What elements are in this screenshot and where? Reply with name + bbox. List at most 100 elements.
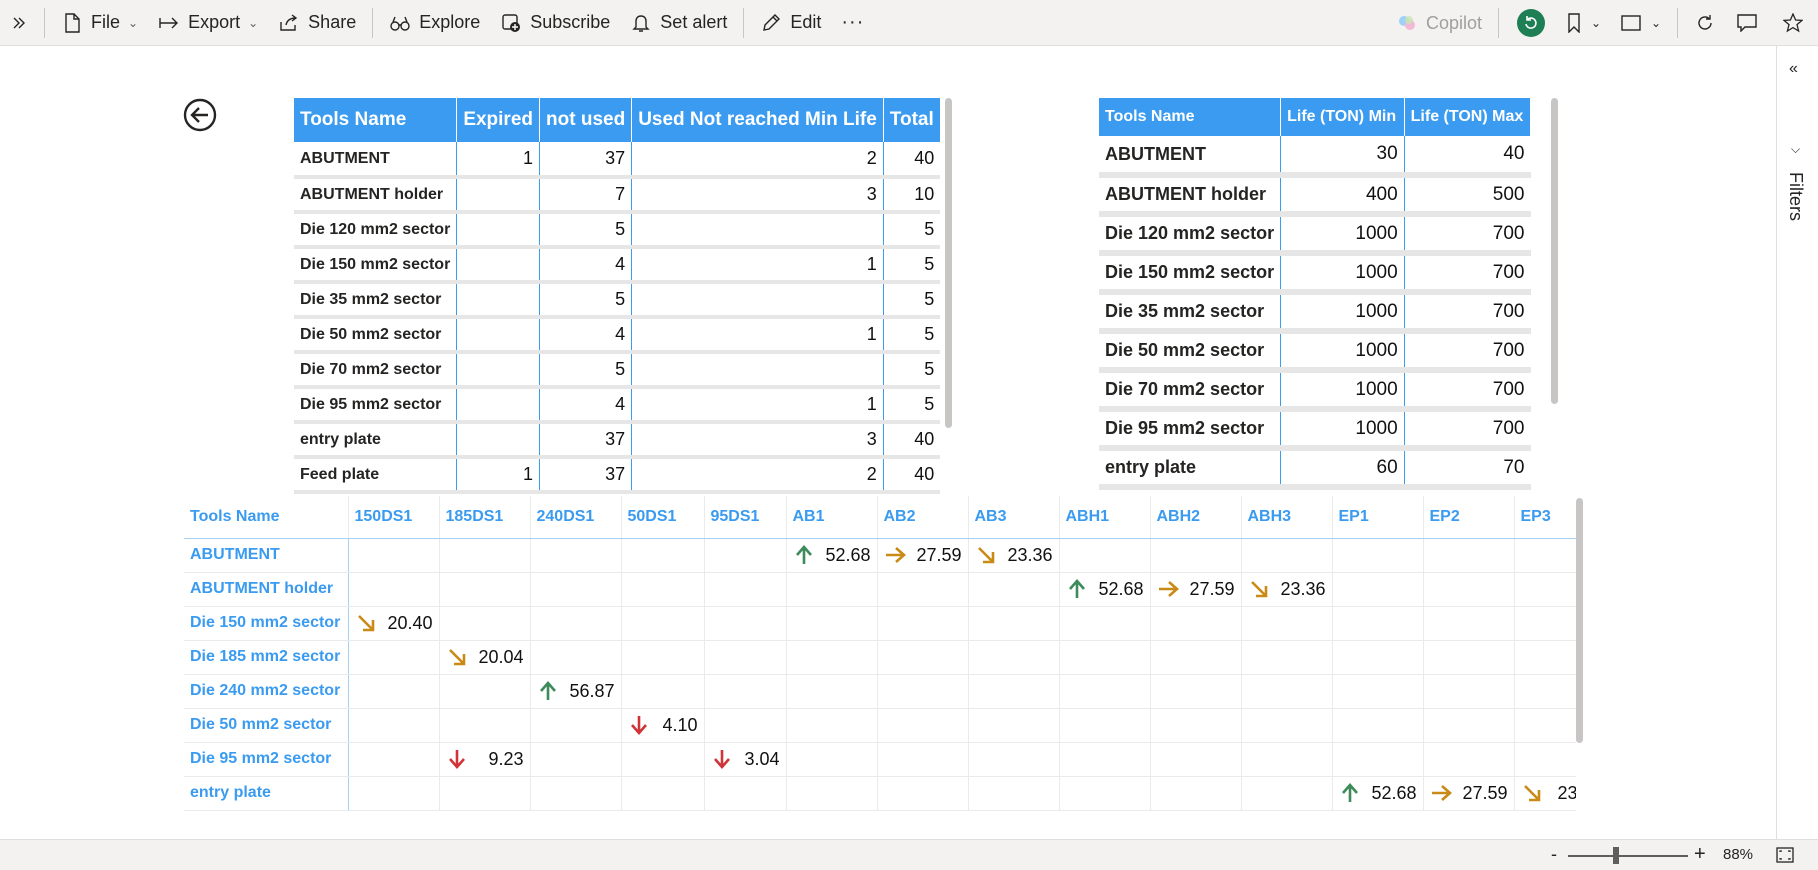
- matrix-vertical-scrollbar[interactable]: [1576, 498, 1583, 743]
- matrix-column-header[interactable]: AB2: [877, 496, 969, 539]
- value-cell: 500: [1403, 175, 1531, 217]
- status-bar: - + 88%: [0, 839, 1818, 870]
- more-options-button[interactable]: ···: [831, 0, 874, 46]
- matrix-cell: [530, 572, 622, 607]
- filters-pane[interactable]: « ⌵ Filters: [1776, 46, 1818, 839]
- matrix-row-header[interactable]: Die 240 mm2 sector: [184, 674, 349, 709]
- set-alert-button[interactable]: Set alert: [620, 0, 737, 46]
- matrix-column-header[interactable]: 95DS1: [704, 496, 787, 539]
- trend-indicator: [711, 748, 733, 770]
- reset-button[interactable]: [1517, 9, 1545, 37]
- table-scrollbar[interactable]: [1551, 98, 1558, 404]
- matrix-row: Die 150 mm2 sector 20.40: [184, 606, 1576, 641]
- matrix-row-header[interactable]: ABUTMENT holder: [184, 572, 349, 607]
- value-cell: [456, 317, 540, 354]
- column-header[interactable]: Total: [883, 98, 941, 142]
- back-arrow-icon[interactable]: [183, 98, 217, 132]
- zoom-slider[interactable]: [1568, 855, 1688, 857]
- matrix-cell: [1059, 640, 1151, 675]
- value-cell: [456, 352, 540, 389]
- column-header[interactable]: Tools Name: [294, 98, 458, 142]
- matrix-column-header[interactable]: Tools Name: [184, 496, 349, 539]
- expand-nav-button[interactable]: [0, 0, 38, 46]
- matrix-column-header[interactable]: 150DS1: [348, 496, 440, 539]
- table-row: Die 95 mm2 sector 4 1 5: [294, 387, 941, 424]
- edit-button[interactable]: Edit: [750, 0, 831, 46]
- kpi-number: 20.40: [387, 612, 433, 633]
- subscribe-button[interactable]: Subscribe: [490, 0, 620, 46]
- chevron-double-left-icon[interactable]: «: [1789, 60, 1798, 77]
- copilot-button[interactable]: Copilot: [1386, 0, 1492, 46]
- value-cell: 3: [631, 422, 884, 459]
- matrix-column-header[interactable]: EP1: [1332, 496, 1424, 539]
- bookmark-button[interactable]: ⌄: [1557, 0, 1611, 46]
- value-cell: 10: [882, 177, 941, 214]
- value-cell: [631, 352, 884, 389]
- value-cell: 2: [631, 457, 884, 494]
- matrix-cell: [1241, 538, 1333, 573]
- matrix-cell: 20.40: [348, 606, 440, 641]
- column-header[interactable]: Life (TON) Min: [1280, 98, 1405, 136]
- column-header[interactable]: Expired: [456, 98, 541, 142]
- matrix-cell: [621, 776, 705, 811]
- matrix-row-header[interactable]: Die 50 mm2 sector: [184, 708, 349, 743]
- matrix-row-header[interactable]: ABUTMENT: [184, 538, 349, 573]
- matrix-column-header[interactable]: 185DS1: [439, 496, 531, 539]
- matrix-cell: [530, 640, 622, 675]
- value-cell: 1000: [1280, 292, 1405, 334]
- share-button[interactable]: Share: [268, 0, 366, 46]
- matrix-column-header[interactable]: AB3: [968, 496, 1060, 539]
- matrix-row-header[interactable]: entry plate: [184, 776, 349, 811]
- matrix-cell: [1059, 674, 1151, 709]
- tool-name-cell: Die 120 mm2 sector: [1099, 214, 1281, 256]
- table-scrollbar[interactable]: [945, 98, 952, 428]
- matrix-cell: [1150, 776, 1242, 811]
- matrix-column-header[interactable]: ABH2: [1150, 496, 1242, 539]
- kpi-value: 56.87: [537, 680, 615, 702]
- column-header[interactable]: Tools Name: [1099, 98, 1282, 136]
- refresh-button[interactable]: [1684, 0, 1726, 46]
- zoom-out-button[interactable]: -: [1551, 844, 1557, 864]
- tool-name-cell: Die 50 mm2 sector: [1099, 331, 1281, 373]
- arrow-right-icon: [885, 547, 906, 563]
- matrix-cell: [439, 674, 531, 709]
- tool-name-cell: Die 35 mm2 sector: [294, 282, 457, 319]
- view-button[interactable]: ⌄: [1611, 0, 1671, 46]
- explore-button[interactable]: Explore: [379, 0, 490, 46]
- matrix-cell: [1059, 606, 1151, 641]
- matrix-cell: [439, 776, 531, 811]
- column-header[interactable]: Used Not reached Min Life: [631, 98, 884, 142]
- matrix-column-header[interactable]: 240DS1: [530, 496, 622, 539]
- share-icon: [280, 13, 298, 31]
- matrix-column-header[interactable]: EP3: [1514, 496, 1576, 539]
- value-cell: 1: [631, 387, 884, 424]
- matrix-column-header[interactable]: AB1: [786, 496, 878, 539]
- matrix-column-header[interactable]: EP2: [1423, 496, 1515, 539]
- matrix-column-header[interactable]: 50DS1: [621, 496, 705, 539]
- tool-name-cell: Die 70 mm2 sector: [1099, 370, 1281, 412]
- matrix-column-header[interactable]: ABH3: [1241, 496, 1333, 539]
- matrix-cell: 23: [1514, 776, 1576, 811]
- toolbar-divider: [743, 7, 745, 38]
- matrix-row-header[interactable]: Die 150 mm2 sector: [184, 606, 349, 641]
- zoom-slider-thumb[interactable]: [1613, 847, 1619, 864]
- matrix-column-header[interactable]: ABH1: [1059, 496, 1151, 539]
- table-row: ABUTMENT holder 7 3 10: [294, 177, 941, 214]
- value-cell: 2: [631, 142, 884, 179]
- matrix-row-header[interactable]: Die 95 mm2 sector: [184, 742, 349, 777]
- column-header[interactable]: Life (TON) Max: [1404, 98, 1532, 136]
- matrix-cell: [1332, 606, 1424, 641]
- matrix-cell: [348, 674, 440, 709]
- zoom-in-button[interactable]: +: [1694, 843, 1706, 865]
- file-menu-button[interactable]: File ⌄: [51, 0, 148, 46]
- comments-button[interactable]: [1726, 0, 1768, 46]
- matrix-cell: [1514, 572, 1576, 607]
- export-menu-button[interactable]: Export ⌄: [148, 0, 268, 46]
- favorite-button[interactable]: [1768, 0, 1818, 46]
- trend-indicator: [1248, 578, 1270, 600]
- table-row: Feed plate 1 37 2 40: [294, 457, 941, 494]
- column-header[interactable]: not used: [539, 98, 633, 142]
- fit-to-page-icon[interactable]: [1776, 847, 1794, 863]
- matrix-row-header[interactable]: Die 185 mm2 sector: [184, 640, 349, 675]
- value-cell: 40: [1403, 136, 1531, 178]
